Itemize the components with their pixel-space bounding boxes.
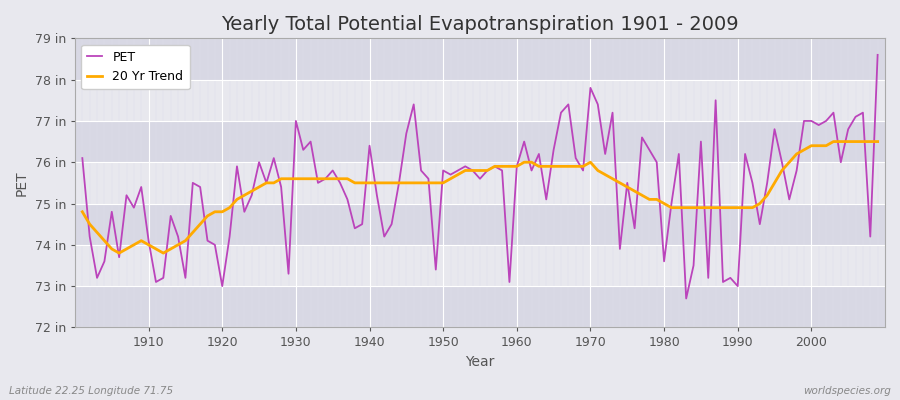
PET <box>599 152 610 156</box>
20 Yr Trend <box>518 160 529 165</box>
Bar <box>75 121 885 162</box>
PET <box>511 164 522 169</box>
PET <box>298 148 309 152</box>
20 Yr Trend <box>349 180 360 185</box>
Bar <box>75 162 885 204</box>
Line: 20 Yr Trend: 20 Yr Trend <box>82 142 878 253</box>
PET <box>76 156 87 160</box>
20 Yr Trend <box>511 164 522 169</box>
20 Yr Trend <box>608 176 618 181</box>
Bar <box>75 204 885 245</box>
20 Yr Trend <box>113 251 124 256</box>
PET <box>872 52 883 57</box>
Y-axis label: PET: PET <box>15 170 29 196</box>
Bar <box>75 286 885 328</box>
20 Yr Trend <box>872 139 883 144</box>
Text: worldspecies.org: worldspecies.org <box>803 386 891 396</box>
Title: Yearly Total Potential Evapotranspiration 1901 - 2009: Yearly Total Potential Evapotranspiratio… <box>221 15 739 34</box>
Bar <box>75 80 885 121</box>
Line: PET: PET <box>82 55 878 298</box>
PET <box>504 280 515 284</box>
X-axis label: Year: Year <box>465 355 495 369</box>
Bar <box>75 38 885 80</box>
PET <box>342 197 353 202</box>
20 Yr Trend <box>828 139 839 144</box>
Text: Latitude 22.25 Longitude 71.75: Latitude 22.25 Longitude 71.75 <box>9 386 173 396</box>
20 Yr Trend <box>143 242 154 247</box>
PET <box>680 296 691 301</box>
20 Yr Trend <box>305 176 316 181</box>
Legend: PET, 20 Yr Trend: PET, 20 Yr Trend <box>81 44 190 89</box>
PET <box>136 185 147 190</box>
20 Yr Trend <box>76 209 87 214</box>
Bar <box>75 245 885 286</box>
